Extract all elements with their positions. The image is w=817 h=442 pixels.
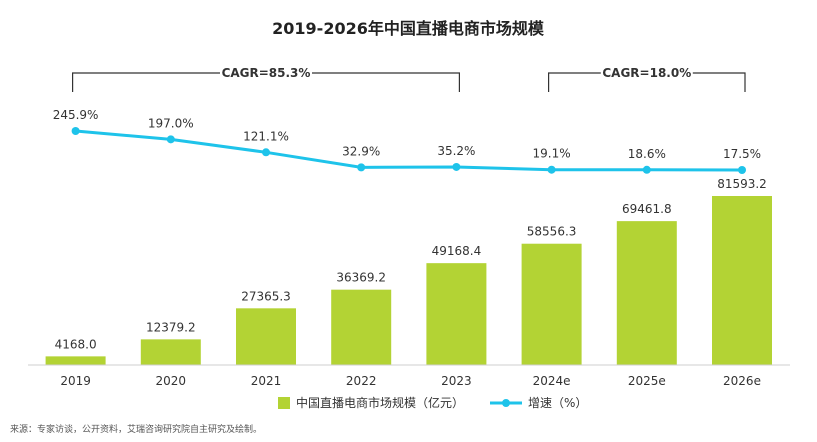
bar xyxy=(236,308,296,365)
growth-value-label: 35.2% xyxy=(437,144,475,158)
cagr-label: CAGR=18.0% xyxy=(602,66,691,80)
growth-point xyxy=(642,165,651,174)
legend-bar-label: 中国直播电商市场规模（亿元） xyxy=(296,395,464,410)
cagr-label: CAGR=85.3% xyxy=(222,66,311,80)
bar xyxy=(140,339,201,365)
x-tick-label: 2021 xyxy=(251,374,282,388)
bar xyxy=(521,243,582,365)
bar-value-label: 69461.8 xyxy=(622,202,672,216)
x-axis-tick-labels: 2019 2020 2021 2022 2023 2024e 2025e 2026e xyxy=(60,374,761,388)
chart-title: 2019-2026年中国直播电商市场规模 xyxy=(272,19,545,38)
x-tick-label: 2020 xyxy=(156,374,187,388)
growth-value-label: 197.0% xyxy=(148,116,194,130)
growth-value-label: 17.5% xyxy=(723,147,761,161)
bar-value-label: 81593.2 xyxy=(717,177,767,191)
bar xyxy=(426,263,487,365)
x-tick-label: 2022 xyxy=(346,374,377,388)
source-note: 来源：专家访谈，公开资料，艾瑞咨询研究院自主研究及绘制。 xyxy=(10,423,262,435)
bar-value-label: 58556.3 xyxy=(527,225,577,239)
cagr-bracket-right xyxy=(312,72,460,92)
bar-value-label: 12379.2 xyxy=(146,320,196,334)
growth-point xyxy=(166,135,175,144)
x-tick-label: 2026e xyxy=(723,374,761,388)
growth-value-label: 121.1% xyxy=(243,129,289,143)
bar xyxy=(712,196,772,365)
growth-point xyxy=(357,163,366,172)
x-tick-label: 2025e xyxy=(628,374,666,388)
growth-point xyxy=(452,162,461,171)
bar-value-label: 27365.3 xyxy=(241,289,291,303)
bar xyxy=(616,221,677,365)
bar xyxy=(45,356,106,365)
growth-value-label: 32.9% xyxy=(342,144,380,158)
x-tick-label: 2024e xyxy=(533,374,571,388)
legend-line-label: 增速（%） xyxy=(528,396,587,410)
growth-point xyxy=(738,166,746,174)
legend: 中国直播电商市场规模（亿元） 增速（%） xyxy=(278,395,587,410)
bar xyxy=(331,289,392,365)
cagr-bracket-left xyxy=(547,72,601,92)
growth-point xyxy=(547,165,556,174)
cagr-annotations: CAGR=85.3% CAGR=18.0% xyxy=(71,66,746,92)
bar-value-labels: 4168.0 12379.2 27365.3 36369.2 49168.4 58556.… xyxy=(55,177,767,351)
legend-bar-swatch xyxy=(278,397,290,409)
growth-value-label: 18.6% xyxy=(628,147,666,161)
bar-value-label: 36369.2 xyxy=(336,271,386,285)
bar-value-label: 4168.0 xyxy=(55,337,97,351)
growth-point xyxy=(262,148,270,157)
growth-point xyxy=(71,127,80,135)
growth-line xyxy=(75,129,743,172)
x-tick-label: 2023 xyxy=(441,374,472,388)
bar-series xyxy=(45,196,772,365)
x-tick-label: 2019 xyxy=(60,374,91,388)
cagr-bracket-left xyxy=(71,72,220,92)
growth-value-label: 245.9% xyxy=(53,108,99,122)
growth-line-series xyxy=(71,127,746,174)
growth-value-label: 19.1% xyxy=(533,147,571,161)
legend-line-marker xyxy=(502,399,510,407)
growth-value-labels: 245.9% 197.0% 121.1% 32.9% 35.2% 19.1% 18.6% 17… xyxy=(53,108,761,161)
cagr-bracket-right xyxy=(692,72,746,92)
bar-value-label: 49168.4 xyxy=(432,244,482,258)
